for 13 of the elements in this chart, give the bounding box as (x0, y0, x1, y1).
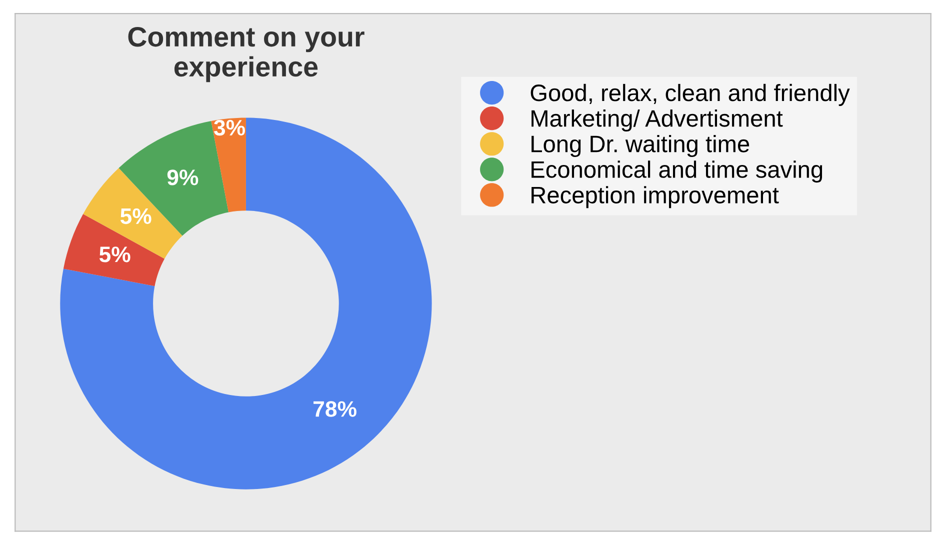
legend-label: Marketing/ Advertisment (532, 109, 783, 132)
legend-label: Long Dr. waiting time (532, 135, 750, 158)
data-label: 5% (120, 208, 152, 224)
legend-label: Economical and time saving (532, 160, 822, 183)
legend-label: Good, relax, clean and friendly (530, 84, 850, 106)
legend-label: Reception improvement (532, 186, 779, 208)
chart-title: Comment on your experience (128, 27, 364, 82)
data-label: 3% (214, 120, 245, 136)
donut-slice (211, 118, 246, 212)
data-label: 5% (99, 246, 130, 262)
data-label: 9% (167, 170, 198, 186)
donut-slice (60, 118, 432, 490)
data-label: 78% (314, 401, 356, 417)
